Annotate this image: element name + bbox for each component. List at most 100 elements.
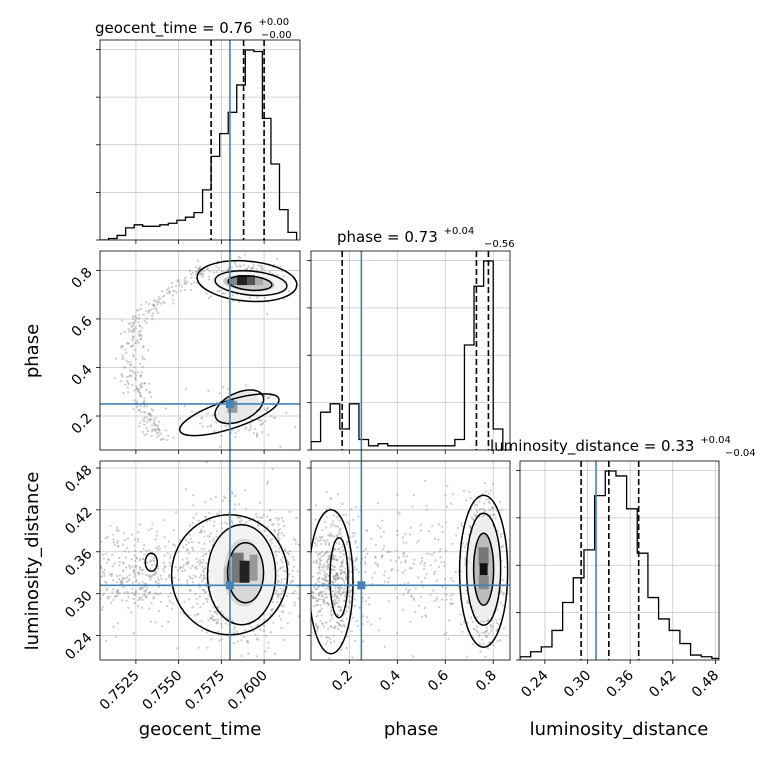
points-phase-dist-pt — [387, 580, 390, 584]
points-time-phase-pt — [124, 366, 127, 369]
points-phase-dist-pt — [317, 576, 321, 580]
points-time-phase-pt — [146, 429, 149, 433]
points-phase-dist-pt — [341, 565, 344, 568]
points-time-dist-pt — [154, 538, 157, 541]
points-time-phase-pt — [131, 353, 135, 357]
points-time-dist-pt — [63, 543, 65, 545]
points-time-dist-pt — [284, 570, 287, 573]
points-phase-dist-pt — [485, 635, 488, 638]
points-time-dist-pt — [89, 564, 91, 566]
points-time-phase-pt — [140, 385, 144, 389]
points-time-dist-pt — [161, 625, 164, 628]
points-time-phase-pt — [249, 422, 252, 426]
points-time-dist-pt — [282, 569, 285, 572]
panel-frame-2-1 — [310, 460, 511, 661]
points-time-dist-pt — [155, 592, 158, 596]
points-phase-dist-pt — [337, 627, 340, 631]
points-time-dist-pt — [131, 565, 134, 568]
points-phase-dist-pt — [341, 591, 344, 594]
points-time-dist-pt — [206, 600, 209, 603]
points-time-dist-pt — [199, 561, 202, 564]
title-luminosity-distance-sup: +0.04 — [700, 435, 731, 446]
points-time-phase-pt — [143, 382, 146, 385]
points-phase-dist-pt — [425, 504, 428, 507]
points-phase-dist-pt — [336, 572, 339, 575]
points-time-phase-pt — [122, 392, 125, 395]
points-time-dist-pt — [100, 575, 103, 578]
points-time-dist-pt — [147, 528, 150, 531]
points-time-dist-pt — [127, 606, 130, 609]
points-time-phase-pt — [155, 432, 158, 435]
points-phase-dist-pt — [367, 603, 371, 606]
points-phase-dist-pt — [327, 557, 330, 560]
points-phase-dist-pt — [443, 564, 446, 567]
points-phase-dist-pt — [333, 548, 337, 551]
points-time-dist-pt — [90, 530, 92, 532]
points-time-dist-pt — [97, 585, 99, 587]
points-phase-dist-pt — [483, 509, 487, 512]
points-phase-dist-pt — [323, 552, 327, 555]
points-time-dist-pt — [88, 590, 90, 592]
points-time-dist-pt — [86, 571, 88, 573]
points-phase-dist-pt — [353, 639, 357, 642]
points-time-dist-pt — [291, 569, 294, 572]
points-phase-dist-pt — [425, 572, 428, 576]
points-phase-dist-pt — [318, 563, 322, 566]
points-phase-dist-pt — [320, 614, 323, 617]
points-time-dist-pt — [263, 619, 266, 622]
points-time-dist-pt — [235, 516, 239, 519]
points-phase-dist-pt — [337, 525, 340, 528]
points-time-dist-pt — [215, 512, 219, 515]
points-time-dist-pt — [268, 519, 271, 522]
points-phase-dist-pt — [489, 625, 492, 628]
points-phase-dist-pt — [345, 635, 349, 638]
points-time-phase-pt — [215, 265, 218, 268]
points-time-dist-pt — [279, 587, 282, 590]
points-time-dist-pt — [220, 638, 224, 641]
points-phase-dist-pt — [317, 553, 320, 556]
points-time-dist-pt — [109, 601, 113, 604]
points-time-dist-pt — [159, 574, 162, 577]
points-phase-dist-pt — [337, 597, 341, 600]
points-phase-dist-pt — [335, 601, 338, 604]
points-time-phase-pt — [252, 432, 255, 435]
points-time-phase-pt — [260, 423, 263, 426]
points-time-phase-pt — [152, 303, 155, 306]
points-phase-dist-pt — [316, 572, 320, 575]
points-phase-dist-pt — [387, 600, 391, 603]
points-phase-dist-pt — [320, 607, 323, 610]
points-phase-dist-pt — [319, 590, 322, 594]
points-time-dist-pt — [107, 558, 111, 562]
points-time-phase-pt — [151, 312, 154, 315]
points-phase-dist-pt — [475, 504, 479, 507]
points-phase-dist-pt — [322, 599, 325, 602]
points-time-dist-pt — [115, 581, 119, 584]
points-time-phase-pt — [192, 271, 195, 274]
points-phase-dist-pt — [408, 567, 411, 570]
points-phase-dist-pt — [318, 609, 322, 613]
points-phase-dist-pt — [398, 513, 401, 516]
points-time-dist-pt — [141, 572, 144, 575]
points-time-dist-pt — [89, 584, 91, 586]
points-phase-dist-pt — [349, 595, 352, 598]
points-phase-dist-pt — [324, 543, 327, 546]
points-phase-dist-pt — [312, 597, 315, 600]
points-time-dist-pt — [279, 597, 282, 600]
points-time-dist-pt — [117, 545, 120, 548]
points-phase-dist-pt — [409, 620, 412, 623]
title-geocent-time: geocent_time = 0.76 +0.00 −0.00 — [95, 11, 294, 41]
points-time-dist-pt — [130, 591, 133, 595]
points-time-dist-pt — [214, 610, 217, 613]
points-phase-dist-pt — [429, 564, 432, 567]
points-phase-dist-pt — [354, 541, 357, 544]
points-time-dist-pt — [163, 536, 166, 539]
points-phase-dist-pt — [365, 529, 368, 532]
points-time-dist-pt — [113, 562, 116, 565]
points-time-dist-pt — [268, 509, 272, 512]
points-phase-dist-pt — [331, 555, 334, 558]
xtick-label-phase-2: 0.6 — [425, 667, 452, 694]
points-phase-dist-pt — [321, 622, 324, 626]
points-time-dist-pt — [155, 546, 158, 550]
points-phase-dist-pt — [324, 551, 327, 554]
points-phase-dist-pt — [483, 508, 486, 511]
